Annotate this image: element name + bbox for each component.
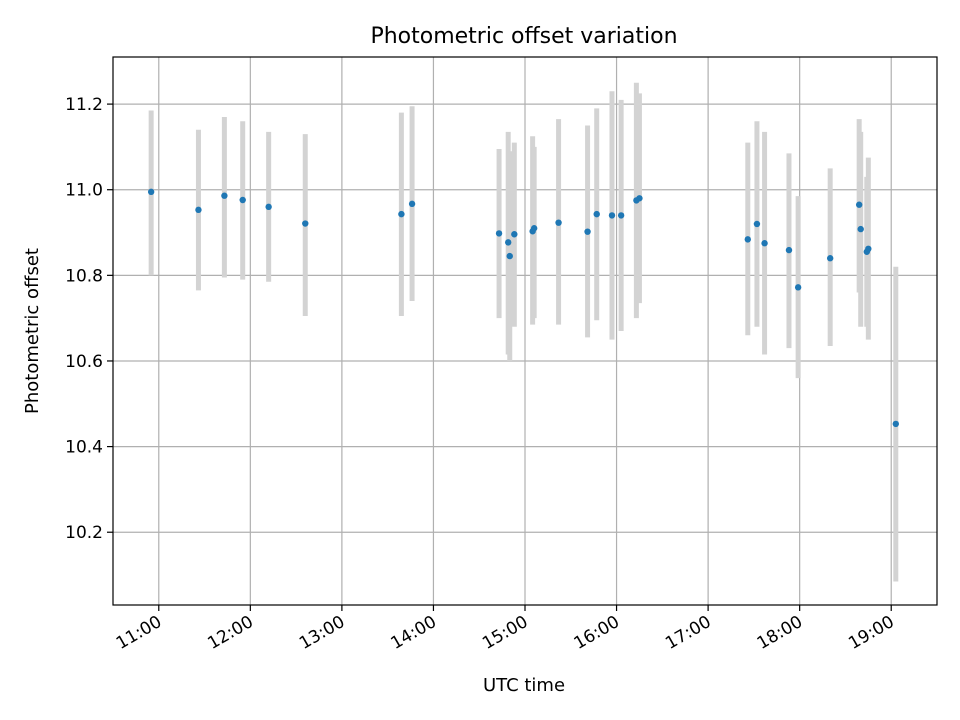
- data-point: [857, 225, 864, 233]
- data-point: [826, 255, 834, 262]
- y-tick-label: 10.4: [65, 438, 103, 458]
- data-point: [855, 201, 863, 208]
- x-tick-label: 13:00: [296, 612, 348, 654]
- x-tick-label: 15:00: [479, 612, 531, 654]
- data-point: [495, 230, 503, 237]
- x-axis-label: UTC time: [483, 675, 565, 696]
- data-point: [302, 220, 309, 227]
- x-tick-label: 11:00: [113, 612, 165, 654]
- chart-title: Photometric offset variation: [370, 24, 677, 49]
- grid-lines: [113, 57, 937, 605]
- data-point: [744, 236, 751, 243]
- data-point: [892, 420, 899, 428]
- data-point: [617, 212, 625, 219]
- data-point: [865, 245, 872, 252]
- data-point: [265, 203, 272, 211]
- y-tick-label: 10.8: [65, 266, 103, 286]
- data-point: [761, 240, 768, 247]
- data-point: [530, 225, 538, 232]
- x-tick-label: 19:00: [845, 612, 897, 654]
- data-point: [593, 210, 600, 218]
- y-axis-ticks: 10.2 10.4 10.6 10.8 11.0 11.2: [65, 95, 113, 543]
- data-point: [147, 188, 155, 196]
- data-point: [511, 231, 518, 238]
- data-point: [506, 252, 513, 260]
- x-tick-label: 17:00: [662, 612, 714, 654]
- data-point: [584, 228, 591, 235]
- y-tick-label: 11.0: [65, 181, 103, 201]
- x-tick-label: 16:00: [571, 612, 623, 654]
- y-axis-label: Photometric offset: [22, 248, 43, 414]
- x-tick-label: 14:00: [388, 612, 440, 654]
- x-axis-ticks: 11:00 12:00 13:00 14:00 15:00 16:00 17:00 18:00…: [113, 605, 898, 654]
- data-point: [221, 192, 228, 199]
- x-tick-label: 12:00: [204, 612, 256, 654]
- data-point: [408, 200, 416, 208]
- data-point: [398, 210, 405, 218]
- x-tick-label: 18:00: [754, 612, 806, 654]
- data-point: [785, 246, 793, 254]
- y-tick-label: 10.6: [65, 352, 103, 372]
- error-bars: [148, 82, 899, 582]
- data-point: [555, 219, 562, 226]
- data-point: [195, 206, 202, 214]
- data-point: [636, 195, 643, 202]
- data-point: [794, 284, 802, 291]
- data-point: [239, 196, 246, 204]
- data-point: [753, 220, 761, 228]
- data-points: [147, 188, 899, 428]
- data-point: [505, 239, 512, 246]
- y-tick-label: 11.2: [65, 95, 103, 115]
- data-point: [608, 212, 616, 219]
- y-tick-label: 10.2: [65, 523, 103, 543]
